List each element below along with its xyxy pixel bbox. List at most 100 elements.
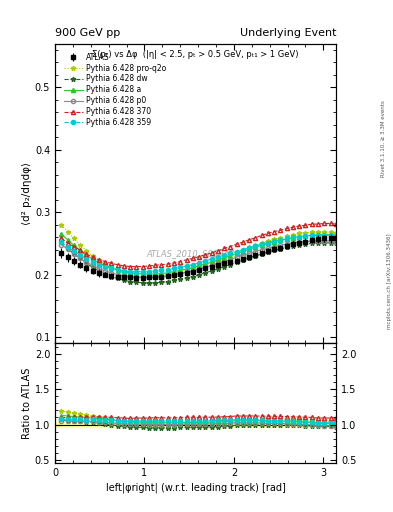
Pythia 6.428 p0 <box>203 264 208 270</box>
Pythia 6.428 pro-q2o <box>334 230 338 236</box>
Text: Underlying Event: Underlying Event <box>239 28 336 38</box>
Pythia 6.428 a <box>78 247 83 253</box>
Pythia 6.428 359 <box>328 232 333 239</box>
Pythia 6.428 dw <box>303 241 308 247</box>
Pythia 6.428 a <box>72 242 76 248</box>
Pythia 6.428 p0 <box>247 250 252 257</box>
Pythia 6.428 359 <box>172 265 176 271</box>
Pythia 6.428 pro-q2o <box>222 254 226 260</box>
Pythia 6.428 dw <box>165 279 170 285</box>
Pythia 6.428 a <box>165 270 170 276</box>
Pythia 6.428 359 <box>103 264 107 270</box>
Pythia 6.428 dw <box>97 268 101 274</box>
Text: 900 GeV pp: 900 GeV pp <box>55 28 120 38</box>
Pythia 6.428 a <box>222 255 226 261</box>
Pythia 6.428 359 <box>165 267 170 273</box>
Pythia 6.428 370 <box>165 261 170 267</box>
Pythia 6.428 dw <box>190 273 195 280</box>
Y-axis label: Ratio to ATLAS: Ratio to ATLAS <box>22 368 32 439</box>
Pythia 6.428 p0 <box>97 265 101 271</box>
Pythia 6.428 370 <box>253 234 258 241</box>
Pythia 6.428 370 <box>272 228 277 234</box>
Pythia 6.428 359 <box>97 262 101 268</box>
Pythia 6.428 a <box>159 270 164 276</box>
Pythia 6.428 359 <box>215 254 220 260</box>
Pythia 6.428 p0 <box>147 274 151 280</box>
Pythia 6.428 a <box>209 259 214 265</box>
Pythia 6.428 a <box>309 232 314 239</box>
Pythia 6.428 p0 <box>121 273 126 279</box>
Pythia 6.428 359 <box>266 240 270 246</box>
Pythia 6.428 370 <box>140 264 145 270</box>
Pythia 6.428 a <box>59 231 64 237</box>
Pythia 6.428 pro-q2o <box>153 272 158 279</box>
Pythia 6.428 dw <box>259 251 264 257</box>
Pythia 6.428 a <box>65 237 70 243</box>
Pythia 6.428 p0 <box>90 262 95 268</box>
Pythia 6.428 pro-q2o <box>297 230 301 237</box>
Pythia 6.428 pro-q2o <box>147 272 151 279</box>
Pythia 6.428 p0 <box>303 239 308 245</box>
Pythia 6.428 a <box>128 270 132 276</box>
Pythia 6.428 pro-q2o <box>322 229 327 236</box>
Pythia 6.428 dw <box>241 257 245 263</box>
Pythia 6.428 pro-q2o <box>178 268 183 274</box>
Pythia 6.428 p0 <box>184 269 189 275</box>
Pythia 6.428 359 <box>209 256 214 262</box>
Pythia 6.428 a <box>84 252 89 259</box>
Pythia 6.428 a <box>290 234 295 241</box>
Pythia 6.428 pro-q2o <box>134 271 139 278</box>
Pythia 6.428 dw <box>309 240 314 246</box>
Pythia 6.428 p0 <box>159 273 164 280</box>
Pythia 6.428 a <box>278 237 283 243</box>
Legend: ATLAS, Pythia 6.428 pro-q2o, Pythia 6.428 dw, Pythia 6.428 a, Pythia 6.428 p0, P: ATLAS, Pythia 6.428 pro-q2o, Pythia 6.42… <box>62 50 169 130</box>
Pythia 6.428 359 <box>59 239 64 245</box>
Pythia 6.428 dw <box>134 279 139 285</box>
Pythia 6.428 p0 <box>128 273 132 280</box>
Pythia 6.428 a <box>215 257 220 263</box>
Pythia 6.428 359 <box>147 268 151 274</box>
Y-axis label: ⟨d² p₂/dηdφ⟩: ⟨d² p₂/dηdφ⟩ <box>22 162 32 225</box>
Pythia 6.428 359 <box>247 245 252 251</box>
Pythia 6.428 dw <box>65 245 70 251</box>
Pythia 6.428 370 <box>222 245 226 251</box>
Pythia 6.428 370 <box>78 247 83 253</box>
Pythia 6.428 dw <box>178 276 183 282</box>
Pythia 6.428 pro-q2o <box>78 242 83 248</box>
Pythia 6.428 359 <box>253 243 258 249</box>
Pythia 6.428 p0 <box>334 239 338 245</box>
Pythia 6.428 370 <box>84 251 89 257</box>
Pythia 6.428 370 <box>147 263 151 269</box>
Bar <box>55 422 336 426</box>
Pythia 6.428 370 <box>259 232 264 239</box>
Pythia 6.428 370 <box>190 255 195 262</box>
Pythia 6.428 359 <box>134 268 139 274</box>
Pythia 6.428 pro-q2o <box>72 236 76 242</box>
Pythia 6.428 dw <box>316 240 320 246</box>
Pythia 6.428 370 <box>284 225 289 231</box>
Pythia 6.428 370 <box>303 222 308 228</box>
Pythia 6.428 359 <box>259 241 264 247</box>
Pythia 6.428 p0 <box>259 247 264 253</box>
Pythia 6.428 dw <box>109 273 114 280</box>
Pythia 6.428 370 <box>115 262 120 268</box>
Pythia 6.428 370 <box>90 254 95 260</box>
Pythia 6.428 a <box>97 260 101 266</box>
Pythia 6.428 359 <box>303 233 308 239</box>
Pythia 6.428 dw <box>84 261 89 267</box>
Pythia 6.428 pro-q2o <box>290 231 295 238</box>
Pythia 6.428 a <box>316 232 320 239</box>
Text: Σ(pₜ) vs Δφ  (|η| < 2.5, pₜ > 0.5 GeV, pₜ₁ > 1 GeV): Σ(pₜ) vs Δφ (|η| < 2.5, pₜ > 0.5 GeV, pₜ… <box>92 50 299 58</box>
Pythia 6.428 pro-q2o <box>328 229 333 236</box>
Pythia 6.428 p0 <box>322 238 327 244</box>
Pythia 6.428 dw <box>153 280 158 286</box>
Pythia 6.428 a <box>134 270 139 276</box>
Line: Pythia 6.428 370: Pythia 6.428 370 <box>59 221 338 269</box>
Pythia 6.428 359 <box>297 233 301 240</box>
Pythia 6.428 dw <box>115 275 120 282</box>
Pythia 6.428 pro-q2o <box>159 271 164 278</box>
Pythia 6.428 dw <box>121 277 126 283</box>
Line: Pythia 6.428 a: Pythia 6.428 a <box>59 232 338 276</box>
Pythia 6.428 370 <box>234 241 239 247</box>
Pythia 6.428 p0 <box>78 255 83 262</box>
